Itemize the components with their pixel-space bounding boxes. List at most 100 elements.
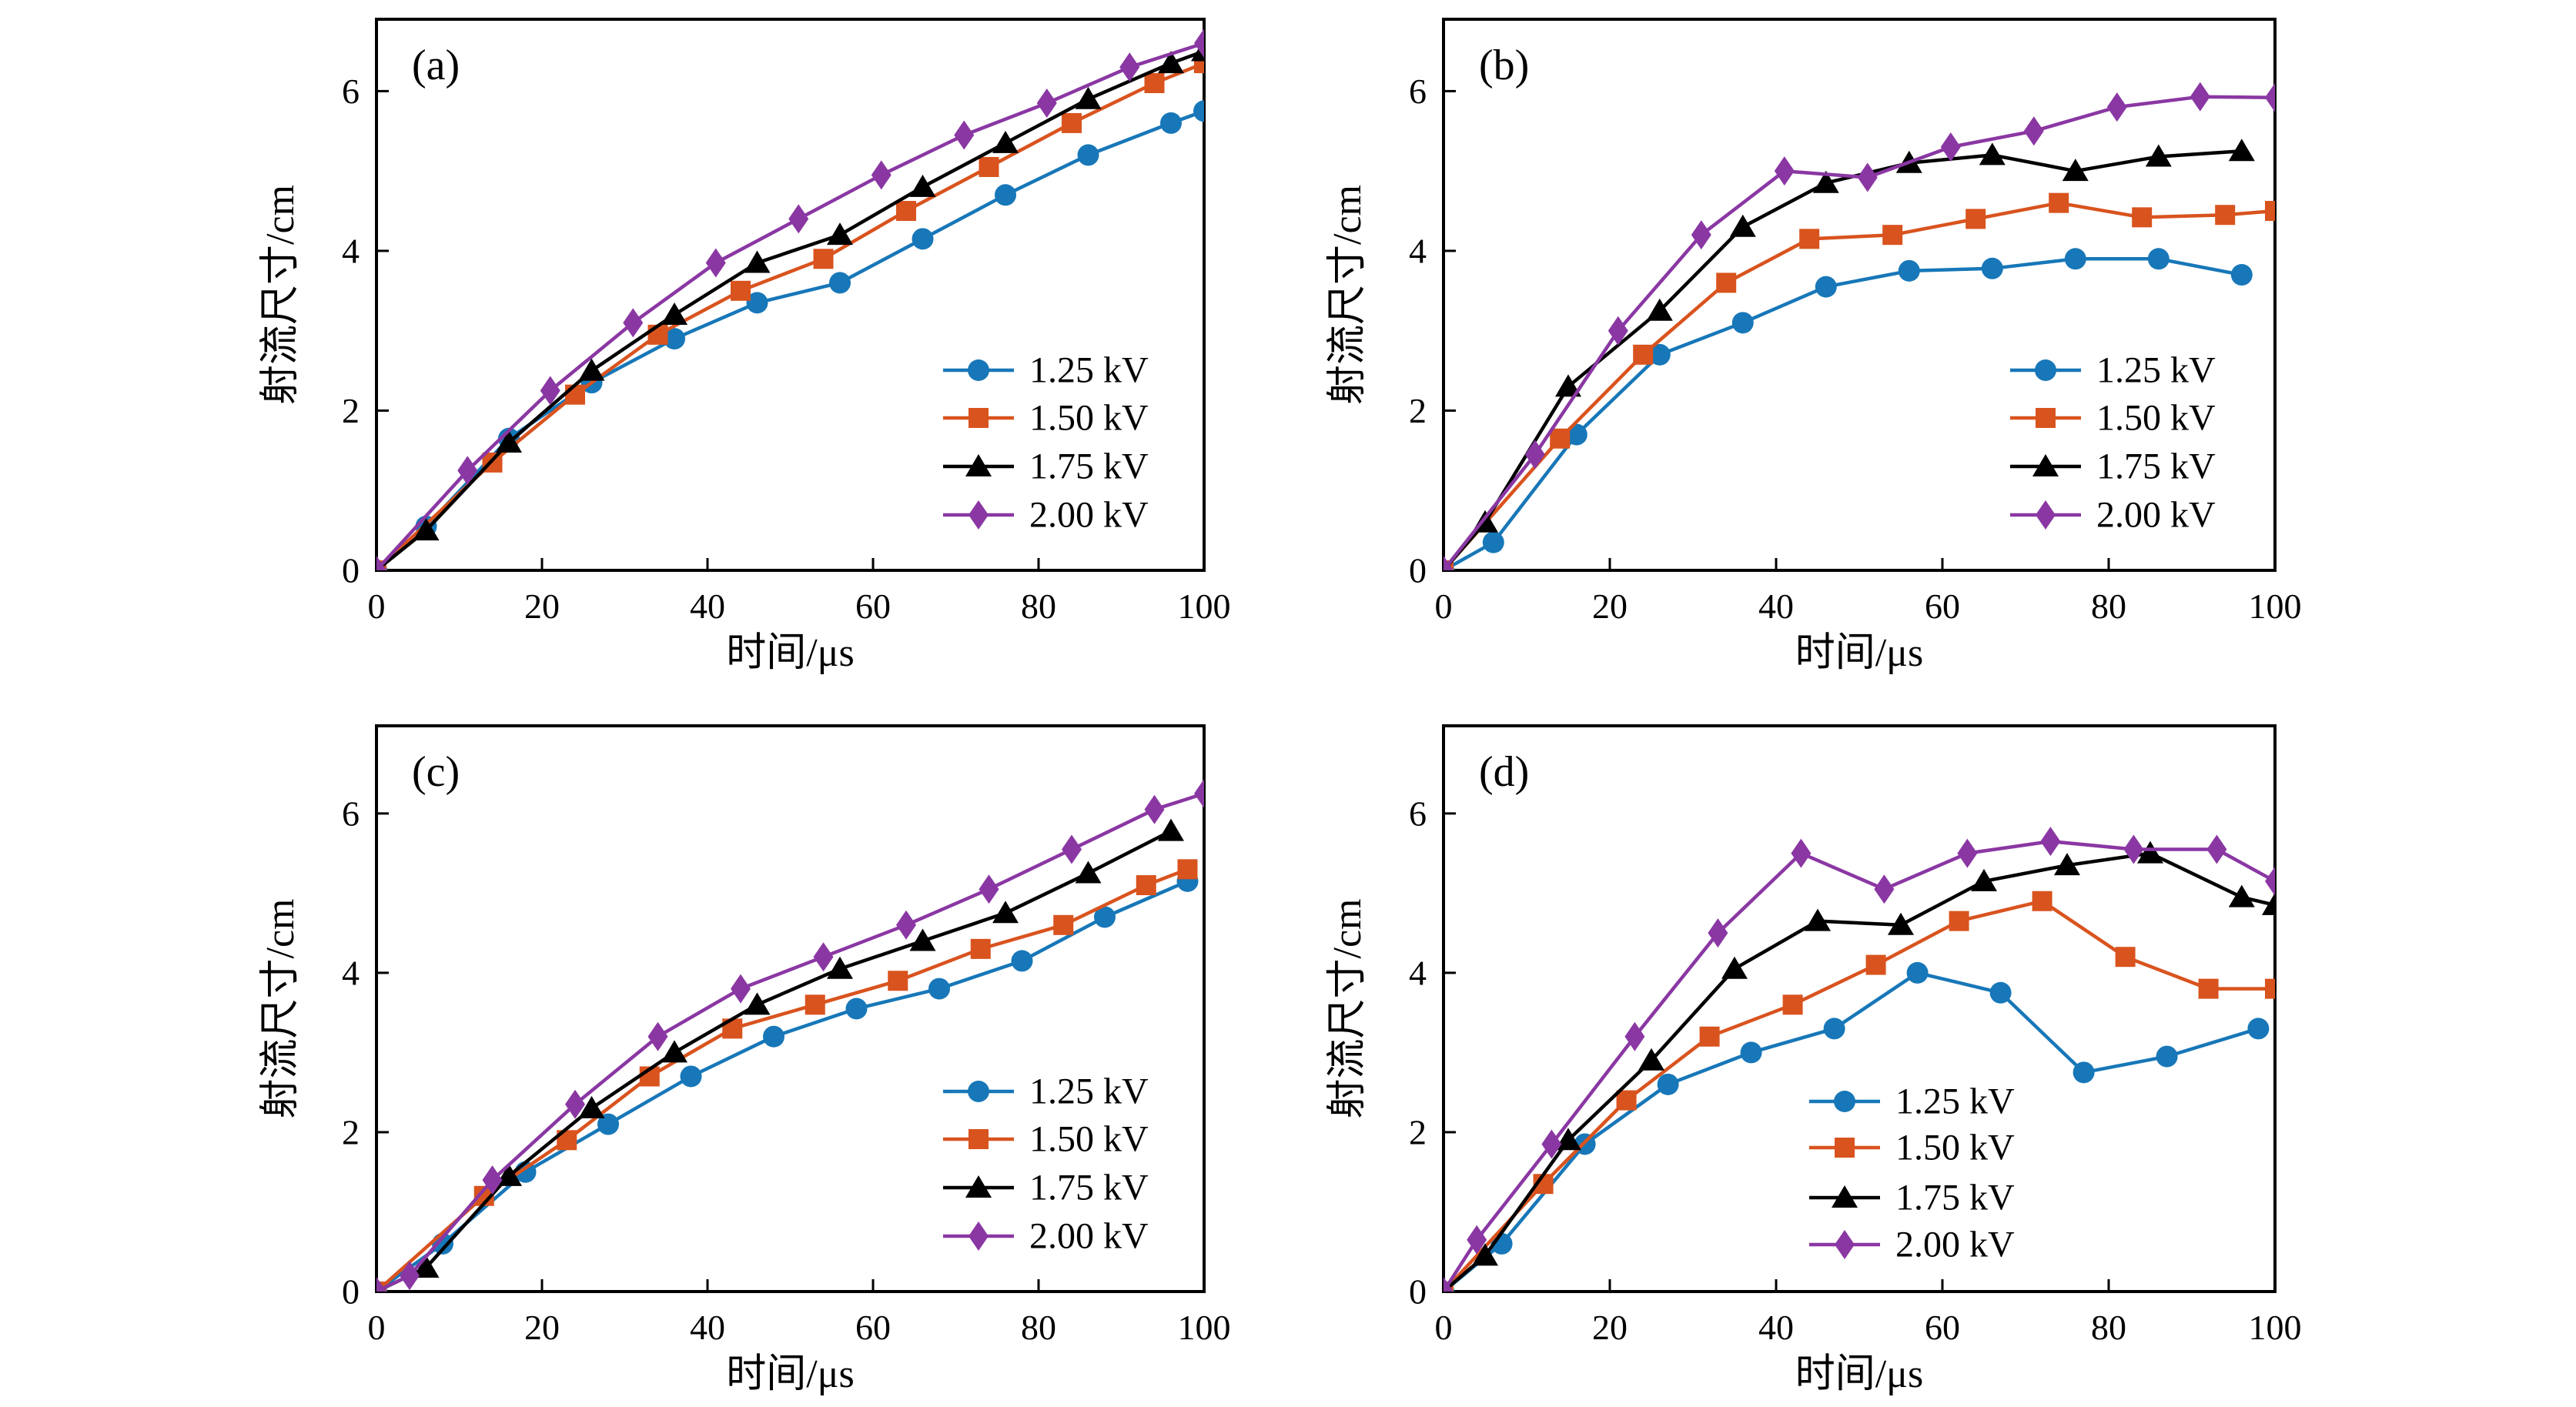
series-1-75-kv: [376, 818, 1184, 1292]
marker-triangle-point: [1075, 86, 1102, 109]
x-tick-label: 80: [1021, 1308, 1056, 1347]
marker-circle-point: [1823, 1018, 1845, 1040]
y-axis-title: 射流尺寸/cm: [259, 185, 303, 405]
legend: 1.25 kV 1.50 kV 1.75 kV 2.00 kV: [943, 350, 1149, 536]
marker-square-point: [813, 249, 834, 269]
legend-label: 1.50 kV: [1029, 1119, 1149, 1160]
marker-circle-point: [829, 272, 851, 294]
marker-square-point: [565, 384, 585, 405]
marker-diamond-point: [1467, 1225, 1487, 1255]
marker-diamond-point: [1874, 874, 1895, 904]
x-tick-label: 100: [2249, 1308, 2302, 1347]
marker-square-point: [1616, 1090, 1637, 1111]
marker-diamond-point: [1607, 316, 1628, 346]
marker-triangle-icon: [965, 1175, 992, 1198]
marker-triangle-point: [2228, 884, 2255, 907]
marker-triangle-point: [496, 429, 522, 453]
legend-label: 1.75 kV: [1029, 1168, 1149, 1208]
series-1-25-kv: [376, 870, 1199, 1292]
marker-circle-point: [664, 328, 685, 350]
legend-entry-1-75-kv: 1.75 kV: [1809, 1178, 2015, 1218]
marker-circle-point: [1648, 343, 1671, 366]
marker-square-point: [647, 324, 668, 345]
y-tick-label: 2: [342, 391, 360, 430]
marker-diamond-icon: [1835, 1230, 1855, 1259]
marker-square-point: [1053, 914, 1074, 935]
x-tick-label: 40: [1758, 587, 1794, 626]
marker-diamond-point: [1691, 220, 1711, 250]
x-tick-label: 20: [524, 587, 560, 626]
marker-diamond-point: [2040, 827, 2061, 857]
marker-square-point: [2032, 891, 2052, 911]
series-1-50-kv: [376, 53, 1204, 570]
marker-square-point: [888, 971, 908, 991]
legend-entry-2-00-kv: 2.00 kV: [943, 1216, 1149, 1257]
marker-circle-point: [2073, 1061, 2095, 1084]
marker-circle-point: [763, 1025, 785, 1048]
marker-square-icon: [969, 408, 989, 428]
legend-label: 2.00 kV: [1029, 495, 1149, 536]
marker-diamond-point: [2023, 116, 2044, 146]
marker-diamond-point: [623, 308, 644, 338]
marker-square-point: [1716, 272, 1737, 293]
legend-label: 1.25 kV: [1029, 1071, 1149, 1112]
marker-circle-icon: [2035, 359, 2056, 381]
marker-diamond-point: [2206, 834, 2227, 864]
plot-box: [1442, 724, 2277, 1293]
x-tick-label: 40: [690, 1308, 725, 1347]
legend-entry-1-50-kv: 1.50 kV: [2010, 398, 2216, 439]
panel-label: (b): [1479, 42, 1529, 89]
marker-diamond-point: [1444, 1277, 1454, 1292]
marker-circle-point: [912, 228, 934, 250]
marker-triangle-point: [992, 901, 1019, 924]
marker-circle-point: [928, 978, 950, 1000]
marker-square-point: [805, 994, 825, 1015]
marker-circle-point: [1482, 531, 1504, 553]
panel-label: (a): [412, 42, 460, 89]
marker-square-icon: [969, 1129, 989, 1149]
marker-square-icon: [2036, 408, 2056, 428]
y-tick-label: 2: [1409, 391, 1427, 430]
y-tick-label: 6: [1409, 794, 1427, 833]
marker-triangle-point: [1979, 142, 2006, 165]
marker-diamond-point: [1144, 794, 1165, 824]
marker-circle-point: [1193, 100, 1204, 122]
plot-box: [375, 18, 1206, 572]
marker-diamond-point: [376, 556, 386, 570]
legend-label: 1.50 kV: [1895, 1128, 2015, 1168]
marker-circle-point: [1077, 144, 1099, 166]
legend-label: 2.00 kV: [1029, 1216, 1149, 1257]
legend-entry-2-00-kv: 2.00 kV: [1809, 1225, 2015, 1265]
marker-triangle-point: [2137, 841, 2163, 864]
series-1-75-kv: [1444, 139, 2255, 570]
marker-square-point: [1699, 1026, 1720, 1047]
y-tick-label: 6: [1409, 72, 1427, 111]
marker-circle-point: [1094, 906, 1116, 928]
y-tick-label: 4: [342, 953, 360, 992]
marker-triangle-point: [413, 518, 440, 541]
marker-diamond-point: [896, 910, 916, 940]
legend: 1.25 kV 1.50 kV 1.75 kV 2.00 kV: [2010, 350, 2216, 536]
marker-square-point: [979, 156, 999, 177]
marker-circle-point: [680, 1065, 702, 1088]
marker-circle-point: [1731, 312, 1754, 334]
marker-square-point: [1965, 209, 1986, 229]
marker-triangle-point: [1888, 912, 1914, 935]
marker-triangle-point: [661, 302, 687, 325]
marker-square-point: [1062, 112, 1082, 133]
legend-label: 2.00 kV: [2096, 495, 2216, 536]
legend-entry-2-00-kv: 2.00 kV: [2010, 495, 2216, 536]
x-tick-label: 40: [1758, 1308, 1794, 1347]
marker-diamond-point: [2265, 82, 2275, 112]
plot-box: [375, 724, 1206, 1293]
marker-square-point: [2265, 978, 2275, 999]
marker-diamond-point: [979, 874, 999, 904]
legend-entry-2-00-kv: 2.00 kV: [943, 495, 1149, 536]
marker-diamond-point: [1624, 1021, 1645, 1051]
x-tick-label: 60: [1925, 1308, 1960, 1347]
